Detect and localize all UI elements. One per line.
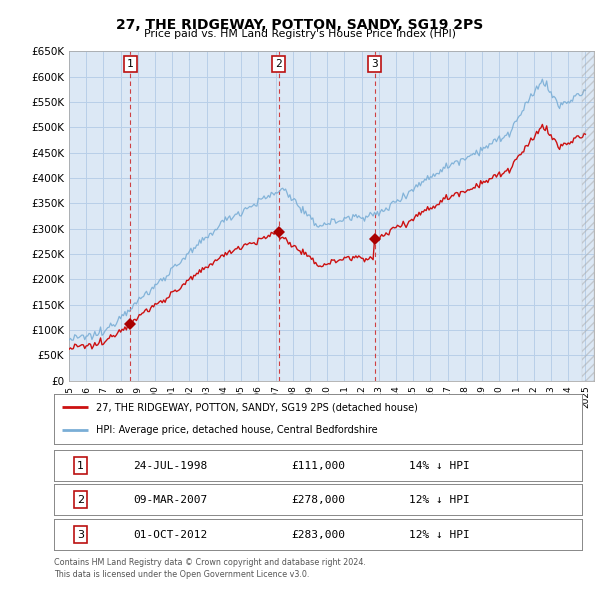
Text: Price paid vs. HM Land Registry's House Price Index (HPI): Price paid vs. HM Land Registry's House … — [144, 29, 456, 39]
Text: This data is licensed under the Open Government Licence v3.0.: This data is licensed under the Open Gov… — [54, 570, 310, 579]
Text: HPI: Average price, detached house, Central Bedfordshire: HPI: Average price, detached house, Cent… — [96, 425, 378, 435]
Text: 12% ↓ HPI: 12% ↓ HPI — [409, 495, 470, 504]
Text: 1: 1 — [77, 461, 84, 470]
Text: 27, THE RIDGEWAY, POTTON, SANDY, SG19 2PS (detached house): 27, THE RIDGEWAY, POTTON, SANDY, SG19 2P… — [96, 402, 418, 412]
Text: 1: 1 — [127, 59, 133, 69]
Text: 2: 2 — [275, 59, 282, 69]
Text: 24-JUL-1998: 24-JUL-1998 — [133, 461, 207, 470]
Text: 12% ↓ HPI: 12% ↓ HPI — [409, 530, 470, 539]
Text: 14% ↓ HPI: 14% ↓ HPI — [409, 461, 470, 470]
Text: £111,000: £111,000 — [291, 461, 345, 470]
Text: 27, THE RIDGEWAY, POTTON, SANDY, SG19 2PS: 27, THE RIDGEWAY, POTTON, SANDY, SG19 2P… — [116, 18, 484, 32]
Text: £278,000: £278,000 — [291, 495, 345, 504]
Text: 09-MAR-2007: 09-MAR-2007 — [133, 495, 207, 504]
Text: £283,000: £283,000 — [291, 530, 345, 539]
Text: 01-OCT-2012: 01-OCT-2012 — [133, 530, 207, 539]
Text: 3: 3 — [371, 59, 378, 69]
Text: 2: 2 — [77, 495, 84, 504]
Text: 3: 3 — [77, 530, 84, 539]
Text: Contains HM Land Registry data © Crown copyright and database right 2024.: Contains HM Land Registry data © Crown c… — [54, 558, 366, 567]
